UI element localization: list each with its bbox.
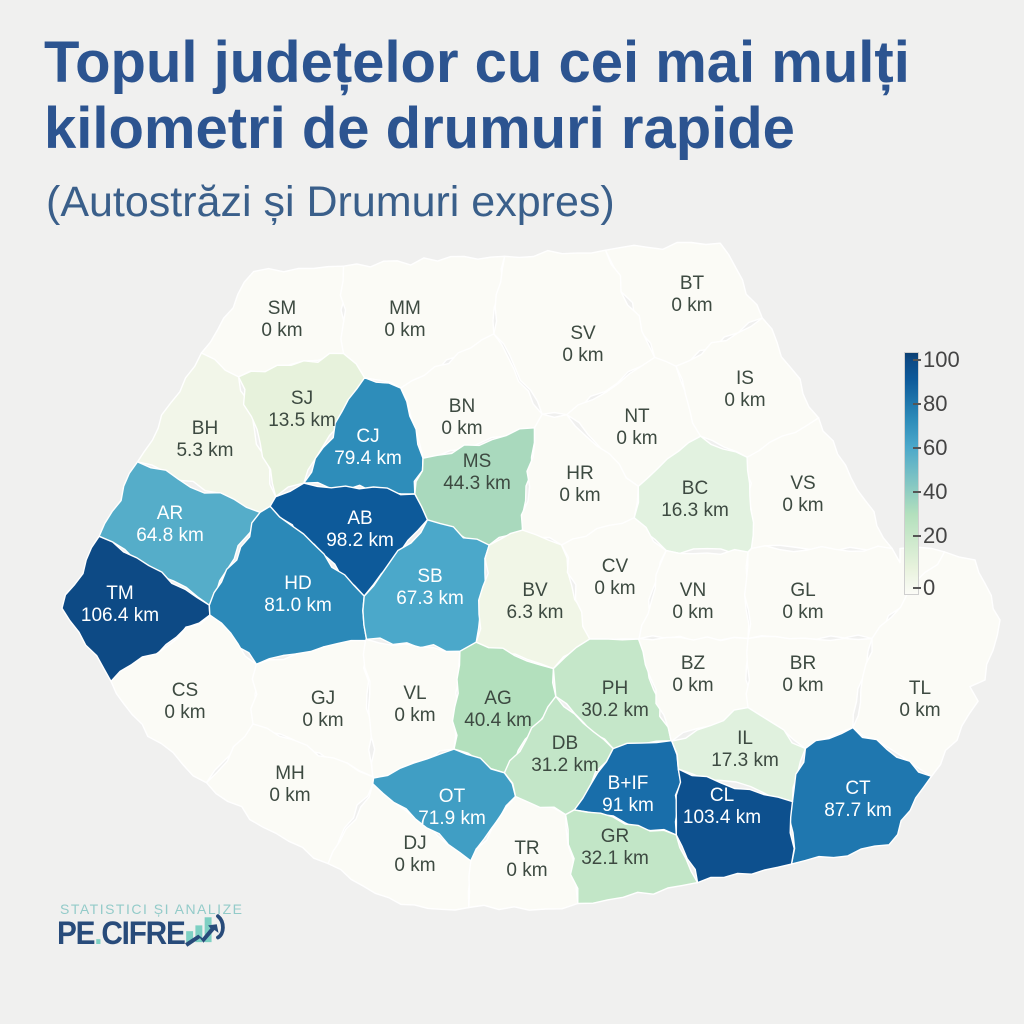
svg-text:0 km: 0 km [384, 320, 425, 341]
svg-text:31.2 km: 31.2 km [531, 755, 599, 776]
svg-text:103.4 km: 103.4 km [683, 807, 761, 828]
svg-text:0 km: 0 km [302, 710, 343, 731]
svg-text:0 km: 0 km [506, 860, 547, 881]
svg-text:40.4 km: 40.4 km [464, 710, 532, 731]
svg-text:BV: BV [522, 580, 548, 601]
svg-text:DJ: DJ [403, 833, 426, 854]
svg-text:OT: OT [439, 786, 466, 807]
svg-text:0 km: 0 km [594, 578, 635, 599]
svg-text:32.1 km: 32.1 km [581, 848, 649, 869]
svg-text:0 km: 0 km [269, 785, 310, 806]
svg-text:0 km: 0 km [671, 295, 712, 316]
svg-text:0 km: 0 km [562, 345, 603, 366]
svg-text:44.3 km: 44.3 km [443, 473, 511, 494]
svg-text:CJ: CJ [356, 426, 379, 447]
svg-text:IL: IL [737, 728, 753, 749]
svg-text:0 km: 0 km [559, 485, 600, 506]
svg-text:30.2 km: 30.2 km [581, 700, 649, 721]
svg-text:0 km: 0 km [441, 418, 482, 439]
svg-text:16.3 km: 16.3 km [661, 500, 729, 521]
svg-text:CT: CT [845, 778, 871, 799]
svg-text:GR: GR [601, 826, 630, 847]
svg-text:CL: CL [710, 785, 734, 806]
svg-text:0 km: 0 km [164, 702, 205, 723]
svg-text:0 km: 0 km [261, 320, 302, 341]
svg-text:SJ: SJ [291, 388, 313, 409]
svg-text:HR: HR [566, 463, 593, 484]
svg-text:MH: MH [275, 763, 305, 784]
svg-text:0 km: 0 km [782, 675, 823, 696]
svg-text:BN: BN [449, 396, 475, 417]
svg-text:SB: SB [417, 566, 442, 587]
svg-text:HD: HD [284, 573, 311, 594]
svg-text:98.2 km: 98.2 km [326, 530, 394, 551]
svg-text:BC: BC [682, 478, 708, 499]
svg-text:BH: BH [192, 418, 218, 439]
svg-text:0 km: 0 km [899, 700, 940, 721]
svg-text:67.3 km: 67.3 km [396, 588, 464, 609]
svg-text:VS: VS [790, 473, 815, 494]
svg-text:106.4 km: 106.4 km [81, 605, 159, 626]
svg-text:GJ: GJ [311, 688, 335, 709]
svg-text:SM: SM [268, 298, 297, 319]
svg-text:BT: BT [680, 273, 705, 294]
svg-text:0 km: 0 km [672, 675, 713, 696]
svg-text:TL: TL [909, 678, 931, 699]
svg-text:79.4 km: 79.4 km [334, 448, 402, 469]
svg-text:87.7 km: 87.7 km [824, 800, 892, 821]
svg-text:PH: PH [602, 678, 628, 699]
svg-text:VN: VN [680, 580, 706, 601]
svg-text:5.3 km: 5.3 km [176, 440, 233, 461]
svg-text:13.5 km: 13.5 km [268, 410, 336, 431]
svg-text:GL: GL [790, 580, 815, 601]
svg-text:TR: TR [514, 838, 539, 859]
svg-text:AR: AR [157, 503, 183, 524]
svg-text:81.0 km: 81.0 km [264, 595, 332, 616]
svg-text:0 km: 0 km [782, 495, 823, 516]
svg-text:0 km: 0 km [782, 602, 823, 623]
svg-text:91 km: 91 km [602, 795, 654, 816]
svg-text:0 km: 0 km [394, 705, 435, 726]
svg-text:64.8 km: 64.8 km [136, 525, 204, 546]
svg-text:CV: CV [602, 556, 629, 577]
svg-text:0 km: 0 km [394, 855, 435, 876]
svg-text:TM: TM [106, 583, 133, 604]
svg-text:0 km: 0 km [672, 602, 713, 623]
svg-text:MM: MM [389, 298, 421, 319]
svg-text:SV: SV [570, 323, 596, 344]
svg-text:BZ: BZ [681, 653, 706, 674]
svg-text:NT: NT [624, 406, 650, 427]
svg-text:0 km: 0 km [724, 390, 765, 411]
svg-text:AB: AB [347, 508, 372, 529]
svg-text:6.3 km: 6.3 km [506, 602, 563, 623]
svg-text:71.9 km: 71.9 km [418, 808, 486, 829]
svg-text:DB: DB [552, 733, 578, 754]
svg-text:0 km: 0 km [616, 428, 657, 449]
svg-text:VL: VL [403, 683, 426, 704]
svg-text:17.3 km: 17.3 km [711, 750, 779, 771]
svg-text:AG: AG [484, 688, 511, 709]
svg-text:B+IF: B+IF [608, 773, 649, 794]
svg-text:CS: CS [172, 680, 198, 701]
svg-text:BR: BR [790, 653, 816, 674]
svg-text:MS: MS [463, 451, 492, 472]
svg-text:IS: IS [736, 368, 754, 389]
